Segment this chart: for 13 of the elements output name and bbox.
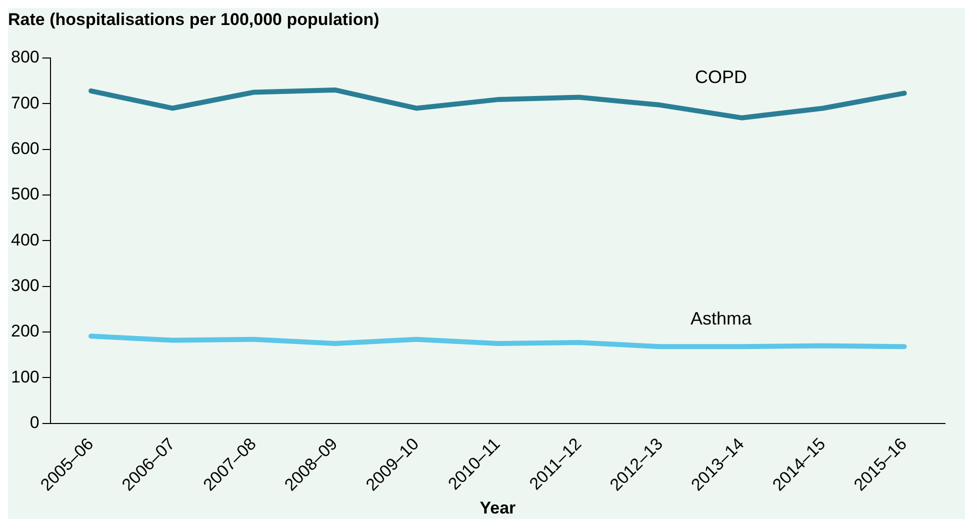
series-label: Asthma [690,308,753,329]
y-tick-label: 700 [10,93,40,112]
y-tick-label: 100 [10,367,40,386]
y-tick-label: 0 [30,413,40,432]
y-tick-label: 500 [10,184,40,204]
series-label: COPD [695,67,748,88]
y-tick-label: 300 [10,276,40,296]
y-tick-label: 800 [10,48,40,67]
y-tick-label: 600 [10,139,40,158]
y-tick-label: 400 [10,230,40,250]
y-axis-title: Rate (hospitalisations per 100,000 population) [8,10,380,30]
x-axis-title: Year [480,498,516,518]
y-tick-label: 200 [10,322,40,341]
